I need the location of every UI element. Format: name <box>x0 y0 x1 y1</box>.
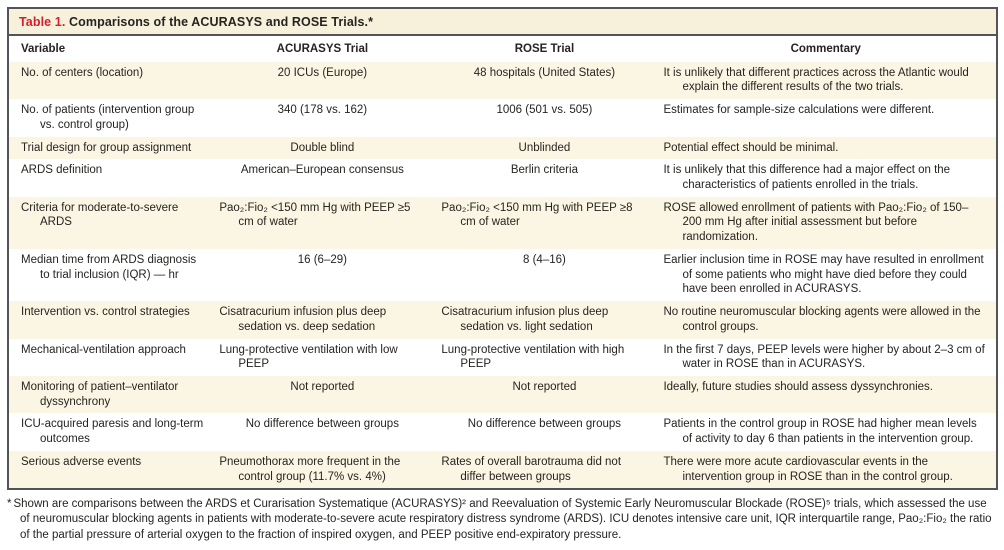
cell-rose: Pao₂:Fio₂ <150 mm Hg with PEEP ≥8 cm of … <box>441 201 633 229</box>
cell-rose: Not reported <box>512 380 577 393</box>
cell-variable: Mechanical-ventilation approach <box>21 343 186 356</box>
cell-commentary: It is unlikely that different practices … <box>663 66 969 94</box>
footnote-text: Shown are comparisons between the ARDS e… <box>13 498 992 541</box>
cell-acurasys: 20 ICUs (Europe) <box>277 66 368 79</box>
cell-acurasys: Double blind <box>290 141 355 154</box>
cell-variable: Median time from ARDS diagnosis to trial… <box>21 253 197 281</box>
table-row: ICU-acquired paresis and long-term outco… <box>9 413 996 451</box>
cell-variable: Criteria for moderate-to-severe ARDS <box>21 201 179 229</box>
cell-rose: 48 hospitals (United States) <box>473 66 616 79</box>
cell-commentary: No routine neuromuscular blocking agents… <box>663 306 981 333</box>
cell-variable: No. of patients (intervention group vs. … <box>21 104 195 131</box>
cell-acurasys: Cisatracurium infusion plus deep sedatio… <box>219 306 387 333</box>
header-row: Variable ACURASYS Trial ROSE Trial Comme… <box>9 36 996 62</box>
footnote-asterisk: * <box>7 498 12 511</box>
table-footnote: * Shown are comparisons between the ARDS … <box>7 497 996 543</box>
table-title: Comparisons of the ACURASYS and ROSE Tri… <box>69 15 374 29</box>
cell-rose: No difference between groups <box>467 418 622 431</box>
cell-acurasys: No difference between groups <box>245 418 399 431</box>
cell-commentary: Estimates for sample-size calculations w… <box>663 104 935 117</box>
table-row: Intervention vs. control strategies Cisa… <box>9 301 996 339</box>
table-row: Trial design for group assignment Double… <box>9 136 996 160</box>
column-header-variable: Variable <box>9 36 212 62</box>
table-number-label: Table 1. <box>19 15 66 29</box>
cell-acurasys: Pneumothorax more frequent in the contro… <box>219 455 401 483</box>
cell-variable: No. of centers (location) <box>21 66 144 79</box>
cell-variable: ICU-acquired paresis and long-term outco… <box>21 418 204 446</box>
column-header-acurasys: ACURASYS Trial <box>211 36 434 62</box>
cell-commentary: ROSE allowed enrollment of patients with… <box>663 201 969 244</box>
cell-acurasys: Pao₂:Fio₂ <150 mm Hg with PEEP ≥5 cm of … <box>219 201 411 229</box>
cell-variable: ARDS definition <box>21 164 103 177</box>
cell-rose: Berlin criteria <box>510 164 578 177</box>
cell-rose: 8 (4–16) <box>523 253 566 266</box>
column-header-rose: ROSE Trial <box>433 36 656 62</box>
cell-rose: 1006 (501 vs. 505) <box>496 104 593 117</box>
cell-acurasys: 340 (178 vs. 162) <box>277 104 368 117</box>
cell-acurasys: American–European consensus <box>240 164 404 177</box>
cell-commentary: Potential effect should be minimal. <box>663 141 839 154</box>
cell-commentary: Earlier inclusion time in ROSE may have … <box>663 253 984 296</box>
cell-commentary: It is unlikely that this difference had … <box>663 164 951 192</box>
cell-commentary: Ideally, future studies should assess dy… <box>663 380 933 393</box>
cell-rose: Lung-protective ventilation with high PE… <box>441 343 625 371</box>
comparison-table: Variable ACURASYS Trial ROSE Trial Comme… <box>9 36 996 489</box>
table-row: Monitoring of patient–ventilator dyssync… <box>9 375 996 414</box>
table-row: No. of patients (intervention group vs. … <box>9 99 996 137</box>
cell-acurasys: Lung-protective ventilation with low PEE… <box>219 343 398 371</box>
cell-commentary: In the first 7 days, PEEP levels were hi… <box>663 343 985 371</box>
cell-commentary: There were more acute cardiovascular eve… <box>663 455 953 483</box>
trial-comparison-table-card: Table 1. Comparisons of the ACURASYS and… <box>7 7 998 491</box>
table-title-bar: Table 1. Comparisons of the ACURASYS and… <box>9 9 996 36</box>
cell-rose: Unblinded <box>518 141 571 154</box>
cell-variable: Intervention vs. control strategies <box>21 306 190 319</box>
cell-rose: Cisatracurium infusion plus deep sedatio… <box>441 306 609 333</box>
table-row: Median time from ARDS diagnosis to trial… <box>9 248 996 302</box>
cell-variable: Serious adverse events <box>21 455 142 468</box>
table-row: ARDS definition American–European consen… <box>9 159 996 197</box>
table-row: No. of centers (location) 20 ICUs (Europ… <box>9 61 996 100</box>
cell-variable: Monitoring of patient–ventilator dyssync… <box>21 380 179 408</box>
cell-acurasys: 16 (6–29) <box>297 253 347 266</box>
cell-rose: Rates of overall barotrauma did not diff… <box>441 455 622 483</box>
cell-acurasys: Not reported <box>290 380 355 393</box>
cell-commentary: Patients in the control group in ROSE ha… <box>663 418 977 446</box>
column-header-commentary: Commentary <box>655 36 996 62</box>
table-row: Criteria for moderate-to-severe ARDS Pao… <box>9 196 996 249</box>
cell-variable: Trial design for group assignment <box>21 141 192 154</box>
table-row: Serious adverse events Pneumothorax more… <box>9 450 996 489</box>
table-row: Mechanical-ventilation approach Lung-pro… <box>9 338 996 376</box>
